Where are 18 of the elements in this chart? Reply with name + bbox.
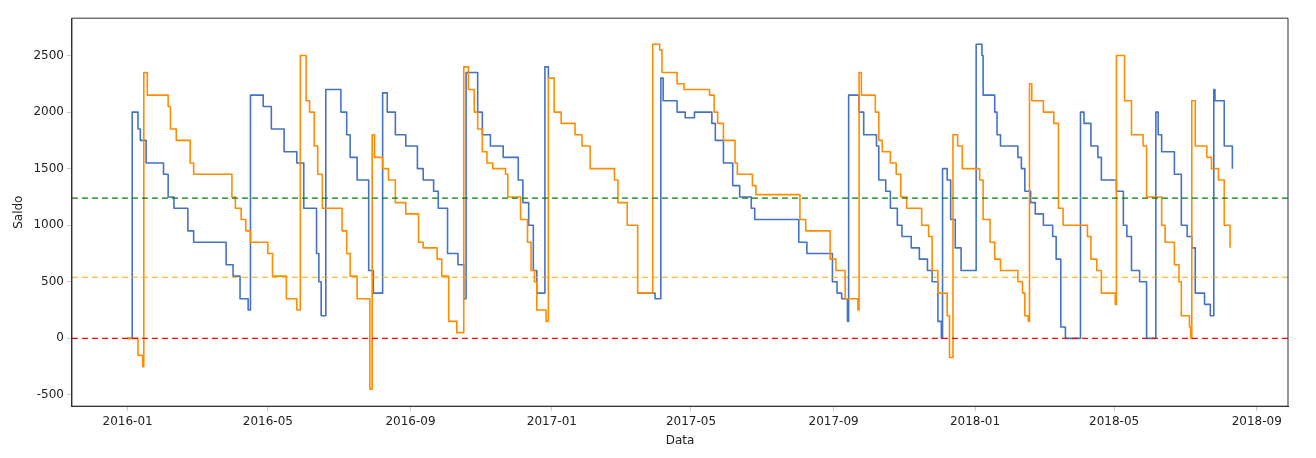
y-tick-label: 500 — [41, 273, 64, 288]
x-tick-label: 2018-09 — [1231, 413, 1282, 428]
x-axis-title: Data — [665, 432, 695, 447]
y-tick-label: -500 — [36, 387, 64, 402]
x-tick-label: 2018-05 — [1089, 413, 1140, 428]
y-tick-label: 2500 — [33, 47, 64, 62]
x-tick-label: 2018-01 — [949, 413, 1001, 428]
x-tick-label: 2017-01 — [526, 413, 577, 428]
y-tick-label: 2000 — [33, 104, 64, 119]
x-tick-label: 2017-05 — [665, 413, 717, 428]
x-tick-label: 2016-05 — [242, 413, 293, 428]
y-tick-label: 1000 — [33, 217, 64, 232]
y-axis-title: Saldo — [11, 195, 26, 229]
x-tick-label: 2017-09 — [808, 413, 859, 428]
y-tick-label: 0 — [56, 330, 64, 345]
x-tick-label: 2016-01 — [102, 413, 153, 428]
y-tick-label: 1500 — [33, 160, 64, 175]
x-tick-label: 2016-09 — [385, 413, 436, 428]
